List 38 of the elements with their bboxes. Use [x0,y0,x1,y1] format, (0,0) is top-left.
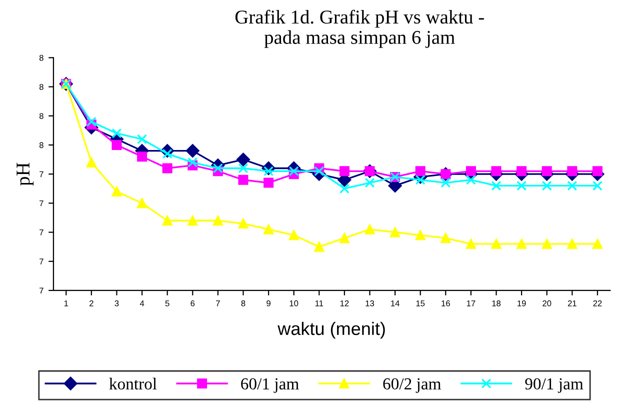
x-tick-label: 3 [114,300,119,306]
x-tick-label: 2 [90,300,94,306]
chart-title: Grafik 1d. Grafik pH vs waktu - pada masa simpan 6 jam [235,10,484,48]
y-tick-label: 7 [40,258,44,264]
x-tick-label: 8 [241,300,246,306]
x-tick-label: 20 [542,300,552,306]
x-axis-title: waktu (menit) [278,322,385,339]
legend-label: 60/1 jam [241,378,299,393]
y-tick-label: 7 [40,200,44,206]
x-tick-label: 5 [165,300,170,306]
x-tick-label: 6 [190,300,195,306]
x-tick-label: 14 [391,300,400,306]
legend-label: 60/2 jam [383,378,442,393]
x-tick-label: 18 [492,300,501,306]
x-tick-label: 13 [366,300,374,306]
y-tick-label: 7 [40,171,44,178]
y-tick-label: 7 [40,230,44,236]
x-tick-label: 11 [315,300,324,306]
x-tick-label: 9 [266,300,270,306]
x-tick-label: 17 [466,300,476,306]
x-tick-label: 4 [140,300,144,306]
x-tick-label: 10 [290,300,298,306]
x-tick-label: 12 [340,300,349,306]
x-tick-label: 1 [64,300,68,306]
x-tick-label: 7 [216,300,220,306]
y-tick-label: 7 [40,288,44,294]
legend-label: kontrol [109,378,157,390]
y-tick-label: 8 [39,54,44,61]
x-tick-label: 16 [442,300,450,306]
x-tick-label: 19 [518,300,526,306]
y-tick-label: 8 [39,113,44,119]
legend-label: 90/1 jam [525,378,584,393]
y-tick-label: 8 [39,142,44,148]
x-tick-label: 22 [593,300,602,306]
y-axis-title: pH [16,162,34,186]
x-tick-label: 21 [568,300,576,306]
y-tick-label: 8 [39,84,44,90]
x-tick-label: 15 [416,300,425,306]
